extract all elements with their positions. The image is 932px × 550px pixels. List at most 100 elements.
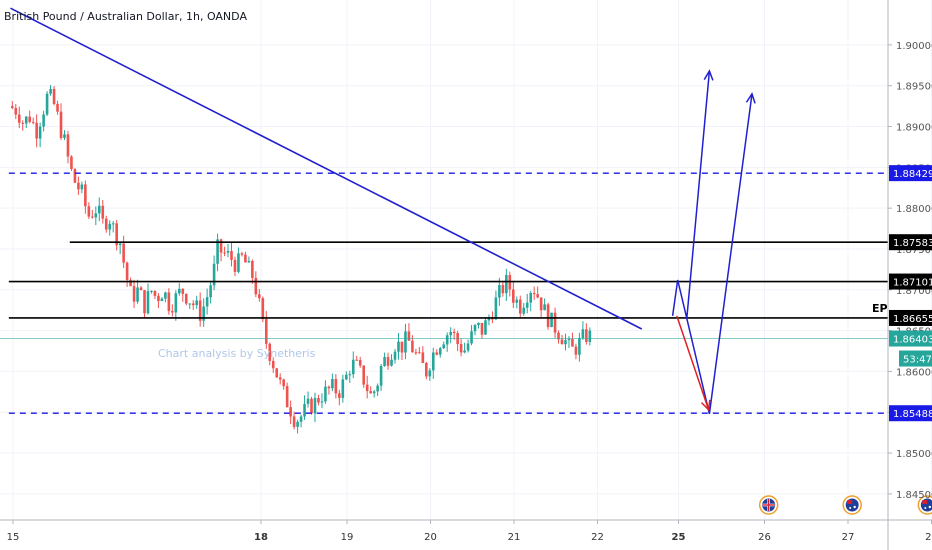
y-tick-label: 1.84500 — [896, 490, 932, 501]
flag-star — [928, 505, 932, 509]
candle-body — [560, 339, 564, 345]
candle-body — [278, 377, 282, 380]
event-markers: 332 — [758, 495, 932, 515]
candle-body — [477, 322, 480, 325]
candle-body — [230, 250, 233, 260]
candle-body — [73, 169, 77, 183]
flag-canton — [847, 500, 853, 504]
candle-body — [404, 331, 407, 353]
candle-body — [463, 350, 466, 353]
gb-flag-icon — [758, 495, 779, 515]
candle-body — [459, 344, 463, 353]
candle-body — [431, 352, 435, 371]
projection-arrow-up-2 — [686, 93, 753, 415]
candle-body — [553, 312, 557, 333]
candle-body — [247, 261, 251, 263]
candle-body — [421, 352, 425, 364]
candle-body — [66, 134, 70, 157]
price-badge — [889, 234, 932, 251]
candle-body — [313, 397, 317, 414]
chart-title: British Pound / Australian Dollar, 1h, O… — [4, 10, 247, 23]
candle-body — [209, 285, 212, 298]
candle-body — [240, 253, 244, 255]
candle-body — [178, 288, 181, 294]
candle-body — [369, 391, 372, 394]
candle-body — [449, 331, 452, 336]
candle-body — [94, 213, 98, 218]
projection-arrow-down-head — [701, 399, 711, 412]
candle-body — [160, 298, 164, 302]
candle-body — [191, 303, 195, 306]
candle-body — [414, 352, 418, 354]
candle-body — [136, 287, 139, 302]
candle-body — [320, 401, 324, 403]
projection-arrow-down — [676, 315, 710, 411]
y-tick-label: 1.85000 — [896, 449, 932, 460]
candle-body — [480, 322, 484, 335]
flag-canton — [922, 500, 928, 504]
candle-body — [317, 397, 320, 403]
candle-body — [198, 300, 202, 321]
x-tick-label: 22 — [591, 532, 604, 543]
price-badge-label: 1.85488 — [893, 409, 932, 420]
candle-body — [435, 352, 439, 355]
candle-body — [341, 379, 345, 398]
candle-body — [195, 300, 198, 306]
watermark: Chart analysis by Synetheris — [158, 347, 316, 360]
candle-body — [557, 332, 560, 340]
x-tick-label: 25 — [672, 532, 686, 543]
y-tick-label: 1.89000 — [896, 123, 932, 134]
candle-body — [129, 279, 132, 287]
candle-body — [536, 294, 539, 298]
candle-body — [491, 318, 494, 320]
candle-body — [223, 252, 226, 254]
candle-body — [219, 239, 223, 253]
candle-body — [362, 365, 365, 385]
candle-body — [132, 286, 136, 302]
projection-arrow-up — [671, 70, 711, 319]
candle-body — [365, 384, 369, 392]
candle-body — [174, 293, 178, 313]
candle-body — [212, 263, 216, 286]
candle-body — [108, 223, 112, 230]
price-levels — [0, 172, 888, 414]
candle-body — [80, 184, 84, 190]
candle-body — [505, 275, 508, 294]
candle-body — [45, 93, 49, 115]
price-badge — [889, 273, 932, 290]
price-badge — [889, 405, 932, 422]
x-tick-label: 21 — [508, 532, 521, 543]
candle-body — [588, 330, 592, 342]
price-badge — [889, 309, 932, 326]
candle-body — [397, 341, 400, 352]
projection-arrow-up-2-head — [745, 92, 756, 104]
candle-body — [539, 297, 543, 311]
price-badge-label: 1.88429 — [893, 169, 932, 180]
candle-body — [578, 337, 581, 355]
candle-body — [118, 243, 122, 246]
countdown-timer: 53:47 — [903, 355, 932, 366]
candle-body — [425, 363, 428, 377]
candle-body — [258, 294, 261, 299]
candle-body — [84, 184, 87, 207]
candle-body — [205, 297, 209, 307]
candle-body — [21, 122, 25, 124]
candle-body — [289, 407, 292, 417]
candle-body — [264, 319, 268, 344]
candle-body — [418, 352, 421, 354]
candle-body — [525, 302, 529, 308]
candle-body — [181, 288, 185, 294]
projection-arrow-up-head — [703, 69, 714, 81]
candle-body — [386, 357, 390, 366]
candle-body — [122, 243, 125, 263]
candle-body — [150, 290, 153, 292]
candle-body — [59, 111, 63, 138]
candle-body — [324, 386, 327, 402]
candle-body — [400, 341, 404, 353]
candle-body — [77, 182, 80, 190]
candle-body — [226, 250, 230, 253]
price-badge-label: 1.86655 — [893, 314, 932, 325]
candle-body — [334, 378, 338, 394]
x-tick-label: 28 — [925, 532, 932, 543]
candle-body — [202, 306, 205, 321]
